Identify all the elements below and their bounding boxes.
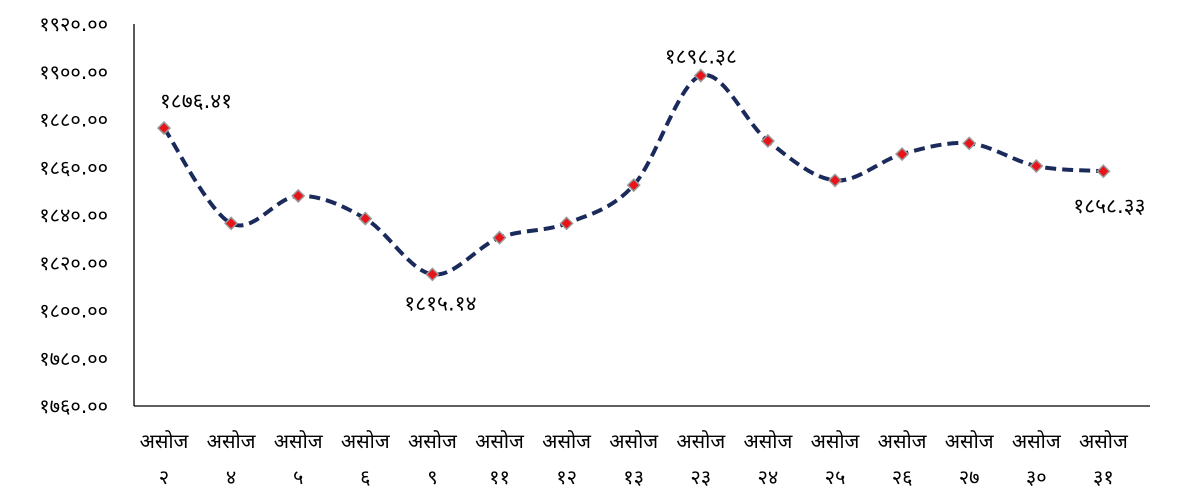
data-point [693,68,708,83]
x-tick-label: असोज [207,429,257,453]
data-label: १८५८.३३ [1073,194,1145,218]
x-tick-label: असोज [945,429,995,453]
data-point [827,173,843,188]
data-point [895,147,910,162]
x-tick-label: ५ [293,465,303,489]
data-point [425,267,440,282]
x-tick-label: असोज [140,429,190,453]
y-tick-label: १८४०.०० [39,203,108,227]
data-point [492,230,507,245]
x-tick-label: २४ [757,465,778,489]
x-tick-label: असोज [274,429,324,453]
x-tick-label: असोज [1012,429,1062,453]
x-tick-label: २६ [892,465,913,489]
x-tick-label: असोज [743,429,793,453]
data-label: १८९८.३८ [665,45,737,69]
x-tick-label: असोज [878,429,928,453]
x-tick-label: ३१ [1093,465,1114,489]
data-point [156,121,172,136]
data-point [760,133,775,149]
x-tick-label: असोज [475,429,525,453]
x-tick-label: असोज [1079,429,1129,453]
x-tick-label: १३ [623,465,644,489]
y-tick-label: १९००.०० [39,60,108,84]
series-line [162,73,1104,277]
x-tick-label: ४ [226,465,236,489]
data-point [559,216,574,231]
x-tick-label: ११ [489,465,510,489]
y-tick-label: १८००.०० [39,299,108,323]
data-point [626,178,641,193]
data-label: १८७६.४१ [160,89,232,113]
y-tick-label: १८६०.०० [39,155,108,179]
x-tick-label: असोज [676,429,726,453]
x-tick-label: असोज [811,429,861,453]
y-tick-label: १८८०.०० [39,108,108,132]
data-labels: १८७६.४१ १८१५.१४ १८९८.३८ १८५८.३३ [160,45,1146,316]
data-point [291,188,306,203]
y-tick-label: १८२०.०० [39,251,108,275]
data-point [1029,158,1044,174]
x-tick-label: ६ [360,465,370,489]
x-tick-label: ३० [1026,465,1047,489]
y-tick-label: १७८०.०० [39,346,108,370]
data-label: १८१५.१४ [404,291,476,315]
x-tick-label: असोज [408,429,458,453]
x-tick-label: असोज [341,429,391,453]
x-tick-label: असोज [542,429,592,453]
x-tick-label: २७ [959,465,980,489]
x-tick-labels: असोज २ असोज ४ असोज ५ असोज ६ असोज ९ असोज ११ असोज १२ असो… [140,429,1129,489]
x-tick-label: २३ [690,465,711,489]
x-tick-label: असोज [609,429,659,453]
y-tick-label: १७६०.०० [39,394,108,418]
y-tick-label: १९२०.०० [39,12,108,36]
x-tick-label: २५ [825,465,846,489]
data-point [962,136,977,151]
data-point [358,211,373,226]
x-tick-label: १२ [556,465,577,489]
data-point [1096,164,1111,179]
y-tick-labels: १७६०.०० १७८०.०० १८००.०० १८२०.०० १८४०.०० १८६०.… [39,12,108,418]
data-point [224,216,239,231]
x-tick-label: ९ [427,465,437,489]
data-markers [156,68,1111,282]
x-tick-label: २ [159,465,169,489]
